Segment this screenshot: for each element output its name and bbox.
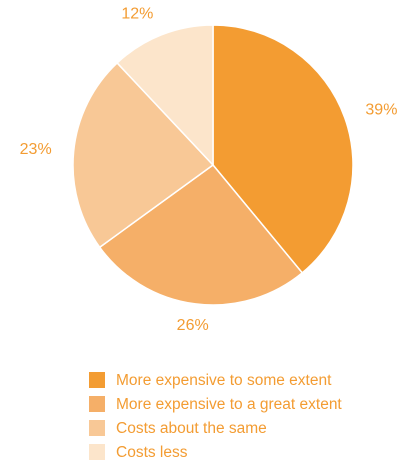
legend-swatch-2 — [89, 396, 105, 412]
pie-slice-3 — [72, 61, 215, 249]
pie-slice-labels: 39% 26% 23% 12% — [20, 6, 398, 334]
slice-value-label-4: 12% — [121, 6, 153, 23]
slice-value-label-1: 39% — [365, 101, 397, 118]
pie-slice-1 — [212, 24, 354, 274]
pie-slice-2 — [98, 163, 304, 306]
legend-swatch-3 — [89, 420, 105, 436]
legend-swatch-1 — [89, 372, 105, 388]
legend-label-1: More expensive to some extent — [116, 372, 332, 389]
slice-value-label-2: 26% — [177, 317, 209, 334]
legend-swatch-4 — [89, 444, 105, 460]
legend: More expensive to some extent More expens… — [89, 372, 342, 461]
pie-slice-4 — [116, 24, 214, 167]
slice-value-label-3: 23% — [20, 141, 52, 158]
legend-label-4: Costs less — [116, 444, 188, 461]
legend-label-2: More expensive to a great extent — [116, 396, 342, 413]
legend-label-3: Costs about the same — [116, 420, 267, 437]
pie-slices — [72, 24, 354, 306]
